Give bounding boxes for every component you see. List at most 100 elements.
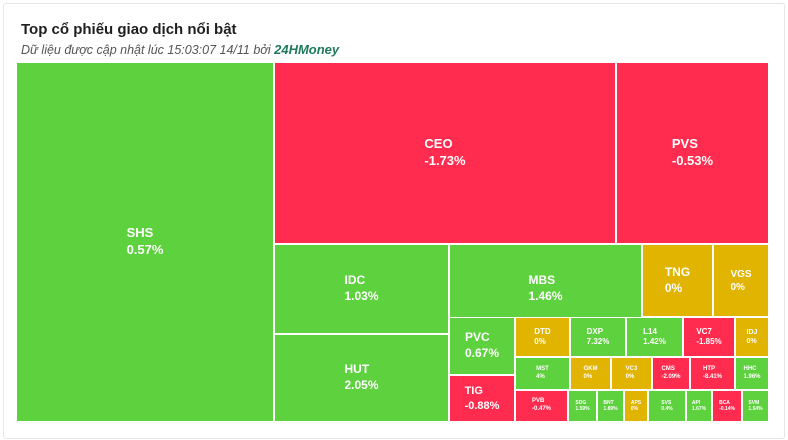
tile-label: IDC 1.03% <box>344 273 378 304</box>
tile-label: TNG 0% <box>665 265 690 296</box>
tile-change: 1.59% <box>575 406 590 412</box>
tile-symbol: L14 <box>643 326 657 336</box>
tile-symbol: DTD <box>534 326 551 336</box>
tile-symbol: TNG <box>664 264 691 279</box>
tile-change: 1.67% <box>691 406 707 412</box>
tile-change: -0.53% <box>671 153 714 168</box>
tile-bnt[interactable]: BNT 1.89% <box>597 390 624 422</box>
tile-gkm[interactable]: GKM 0% <box>570 357 611 390</box>
tile-symbol: GKM <box>583 365 598 372</box>
tile-vc7[interactable]: VC7 -1.85% <box>683 317 735 357</box>
tile-change: 1.03% <box>344 289 379 303</box>
tile-symbol: CEO <box>424 136 453 152</box>
tile-hhc[interactable]: HHC 1.96% <box>735 357 769 390</box>
tile-change: -0.47% <box>531 406 551 412</box>
tile-change: 1.89% <box>603 406 618 412</box>
tile-change: 0% <box>583 373 593 380</box>
tile-symbol: HTP <box>702 365 715 372</box>
tile-symbol: SHS <box>126 225 154 241</box>
tile-label: SVM 1.54% <box>748 400 762 413</box>
card-title: Top cổ phiếu giao dịch nổi bật <box>21 21 237 38</box>
tile-aps[interactable]: APS 0% <box>624 390 648 422</box>
tile-sdg[interactable]: SDG 1.59% <box>568 390 597 422</box>
tile-pvb[interactable]: PVB -0.47% <box>515 390 568 422</box>
tile-label: BCA -0.14% <box>719 400 735 413</box>
tile-symbol: BNT <box>603 399 614 406</box>
tile-label: BNT 1.89% <box>603 400 617 413</box>
tile-change: 1.96% <box>743 373 761 380</box>
tile-label: TIG -0.88% <box>465 384 500 413</box>
tile-symbol: BCA <box>719 399 730 406</box>
tile-label: PVS -0.53% <box>672 136 713 170</box>
tile-change: 1.46% <box>528 289 563 303</box>
tile-vgs[interactable]: VGS 0% <box>713 244 769 317</box>
tile-label: DXP 7.32% <box>587 327 610 348</box>
tile-change: 4% <box>536 373 545 380</box>
tile-svs[interactable]: SVS 0.4% <box>648 390 686 422</box>
tile-dtd[interactable]: DTD 0% <box>515 317 570 357</box>
brand-link[interactable]: 24HMoney <box>274 42 340 57</box>
tile-label: SDG 1.59% <box>575 400 589 413</box>
tile-symbol: TIG <box>464 385 483 398</box>
tile-symbol: PVC <box>464 330 490 345</box>
tile-symbol: IDJ <box>746 328 758 336</box>
tile-pvs[interactable]: PVS -0.53% <box>616 62 769 244</box>
tile-symbol: CMS <box>661 365 675 372</box>
tile-change: 0.57% <box>126 242 164 257</box>
tile-label: SVS 0.4% <box>661 400 672 413</box>
tile-change: 0% <box>730 281 745 293</box>
tile-change: 2.05% <box>344 378 379 392</box>
tile-symbol: SVS <box>661 399 672 406</box>
tile-cms[interactable]: CMS -2.09% <box>652 357 690 390</box>
tile-label: MST 4% <box>536 366 549 382</box>
tile-symbol: HUT <box>344 362 370 377</box>
tile-change: -1.73% <box>424 153 466 168</box>
tile-hut[interactable]: HUT 2.05% <box>274 334 449 422</box>
tile-label: CMS -2.09% <box>661 366 680 382</box>
tile-label: CEO -1.73% <box>424 136 465 170</box>
tile-label: API 1.67% <box>692 400 706 413</box>
tile-tig[interactable]: TIG -0.88% <box>449 375 515 422</box>
tile-ceo[interactable]: CEO -1.73% <box>274 62 616 244</box>
tile-change: -1.85% <box>696 337 722 346</box>
tile-l14[interactable]: L14 1.42% <box>626 317 683 357</box>
tile-bca[interactable]: BCA -0.14% <box>712 390 742 422</box>
tile-symbol: APS <box>630 399 642 406</box>
tile-symbol: VC3 <box>625 365 638 372</box>
tile-symbol: SDG <box>575 399 587 406</box>
tile-label: GKM 0% <box>584 366 598 382</box>
tile-label: VGS 0% <box>730 268 751 294</box>
tile-svm[interactable]: SVM 1.54% <box>742 390 769 422</box>
tile-pvc[interactable]: PVC 0.67% <box>449 317 515 375</box>
tile-htp[interactable]: HTP -8.41% <box>690 357 735 390</box>
tile-dxp[interactable]: DXP 7.32% <box>570 317 626 357</box>
tile-label: APS 0% <box>631 400 641 413</box>
tile-label: SHS 0.57% <box>127 225 164 259</box>
tile-tng[interactable]: TNG 0% <box>642 244 713 317</box>
tile-vc3[interactable]: VC3 0% <box>611 357 652 390</box>
tile-label: MBS 1.46% <box>528 273 562 304</box>
tile-label: DTD 0% <box>534 327 550 348</box>
tile-symbol: PVB <box>531 398 545 405</box>
tile-change: 0% <box>625 373 635 380</box>
tile-idc[interactable]: IDC 1.03% <box>274 244 449 334</box>
tile-symbol: HHC <box>743 365 757 372</box>
tile-label: PVC 0.67% <box>465 330 499 361</box>
update-info: Dữ liệu được cập nhật lúc 15:03:07 14/11… <box>21 42 339 57</box>
tile-shs[interactable]: SHS 0.57% <box>16 62 274 422</box>
tile-change: 0.67% <box>464 346 500 360</box>
tile-change: 0.4% <box>661 406 673 412</box>
tile-change: 7.32% <box>586 337 610 346</box>
tile-symbol: MST <box>536 365 549 372</box>
update-info-text: Dữ liệu được cập nhật lúc 15:03:07 14/11… <box>21 43 271 57</box>
tile-symbol: SVM <box>748 399 760 406</box>
tile-idj[interactable]: IDJ 0% <box>735 317 769 357</box>
tile-change: -0.14% <box>719 406 735 412</box>
tile-label: HTP -8.41% <box>703 366 722 382</box>
tile-symbol: IDC <box>344 273 366 288</box>
tile-api[interactable]: API 1.67% <box>686 390 712 422</box>
tile-change: 0% <box>746 338 757 345</box>
tile-mst[interactable]: MST 4% <box>515 357 570 390</box>
tile-label: IDJ 0% <box>747 328 758 346</box>
tile-symbol: DXP <box>586 326 604 336</box>
